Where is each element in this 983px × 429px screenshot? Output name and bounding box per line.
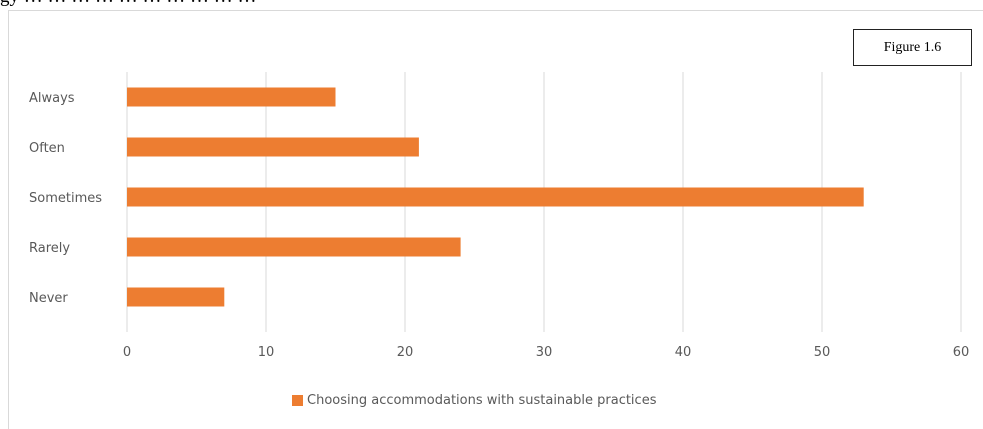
legend-swatch: [292, 395, 303, 406]
category-label-often: Often: [29, 141, 65, 156]
x-tick-label: 0: [123, 345, 131, 360]
x-tick-label: 60: [953, 345, 970, 360]
category-labels: Always Often Sometimes Rarely Never: [29, 91, 102, 306]
page-fragment-text: gy … … … … … … … … … …: [0, 0, 983, 10]
category-label-always: Always: [29, 91, 75, 106]
legend-label: Choosing accommodations with sustainable…: [307, 393, 657, 408]
bars: [127, 87, 864, 307]
chart-frame: [8, 10, 983, 429]
category-label-rarely: Rarely: [29, 241, 70, 256]
category-label-never: Never: [29, 291, 68, 306]
x-tick-label: 30: [536, 345, 553, 360]
x-tick-label: 10: [258, 345, 275, 360]
bar-often: [127, 137, 419, 157]
x-tick-label: 20: [397, 345, 414, 360]
figure-label: Figure 1.6: [853, 29, 972, 66]
category-label-sometimes: Sometimes: [29, 191, 102, 206]
bar-rarely: [127, 237, 461, 257]
x-tick-label: 40: [675, 345, 692, 360]
x-axis-ticks: 0 10 20 30 40 50 60: [123, 345, 969, 360]
bar-always: [127, 87, 336, 107]
bar-sometimes: [127, 187, 864, 207]
legend: Choosing accommodations with sustainable…: [292, 393, 656, 408]
x-tick-label: 50: [814, 345, 831, 360]
bar-never: [127, 287, 225, 307]
